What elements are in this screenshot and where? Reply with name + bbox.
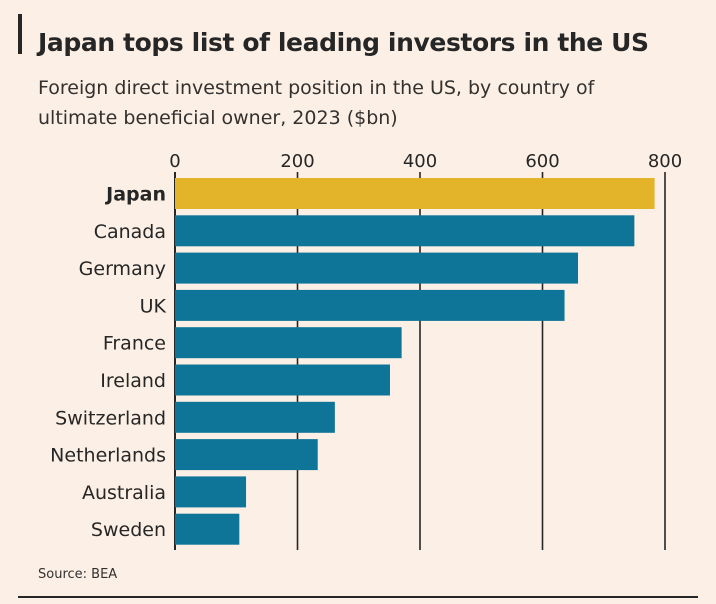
bar-canada <box>175 215 635 247</box>
bar-france <box>175 327 402 359</box>
bottom-rule <box>18 596 698 598</box>
bar-netherlands <box>175 439 318 471</box>
category-label: Australia <box>82 482 166 504</box>
chart-subtitle: Foreign direct investment position in th… <box>38 77 595 129</box>
category-label: Netherlands <box>50 445 166 467</box>
bar-japan <box>175 178 655 209</box>
bar-australia <box>175 476 247 508</box>
category-label: Sweden <box>91 519 166 541</box>
category-label: UK <box>140 295 167 317</box>
bar-germany <box>175 252 579 284</box>
x-tick-label: 800 <box>648 151 682 172</box>
bar-switzerland <box>175 401 335 433</box>
category-label: Germany <box>79 258 166 280</box>
x-tick-label: 400 <box>403 151 437 172</box>
x-tick-label: 200 <box>280 151 314 172</box>
top-accent-rule <box>18 14 22 54</box>
category-label: Japan <box>104 184 166 206</box>
x-tick-label: 600 <box>525 151 559 172</box>
category-label: Switzerland <box>55 407 166 429</box>
bar-uk <box>175 289 565 321</box>
category-label: France <box>103 333 166 355</box>
bar-sweden <box>175 513 240 545</box>
source-note: Source: BEA <box>38 567 118 582</box>
x-tick-label: 0 <box>169 151 180 172</box>
bar-ireland <box>175 364 390 396</box>
category-label: Ireland <box>100 370 166 392</box>
category-label: Canada <box>94 221 166 243</box>
chart-title: Japan tops list of leading investors in … <box>38 28 649 57</box>
bar-chart: 0 200 400 600 800 Japan Canada Germany UK France… <box>50 151 682 550</box>
